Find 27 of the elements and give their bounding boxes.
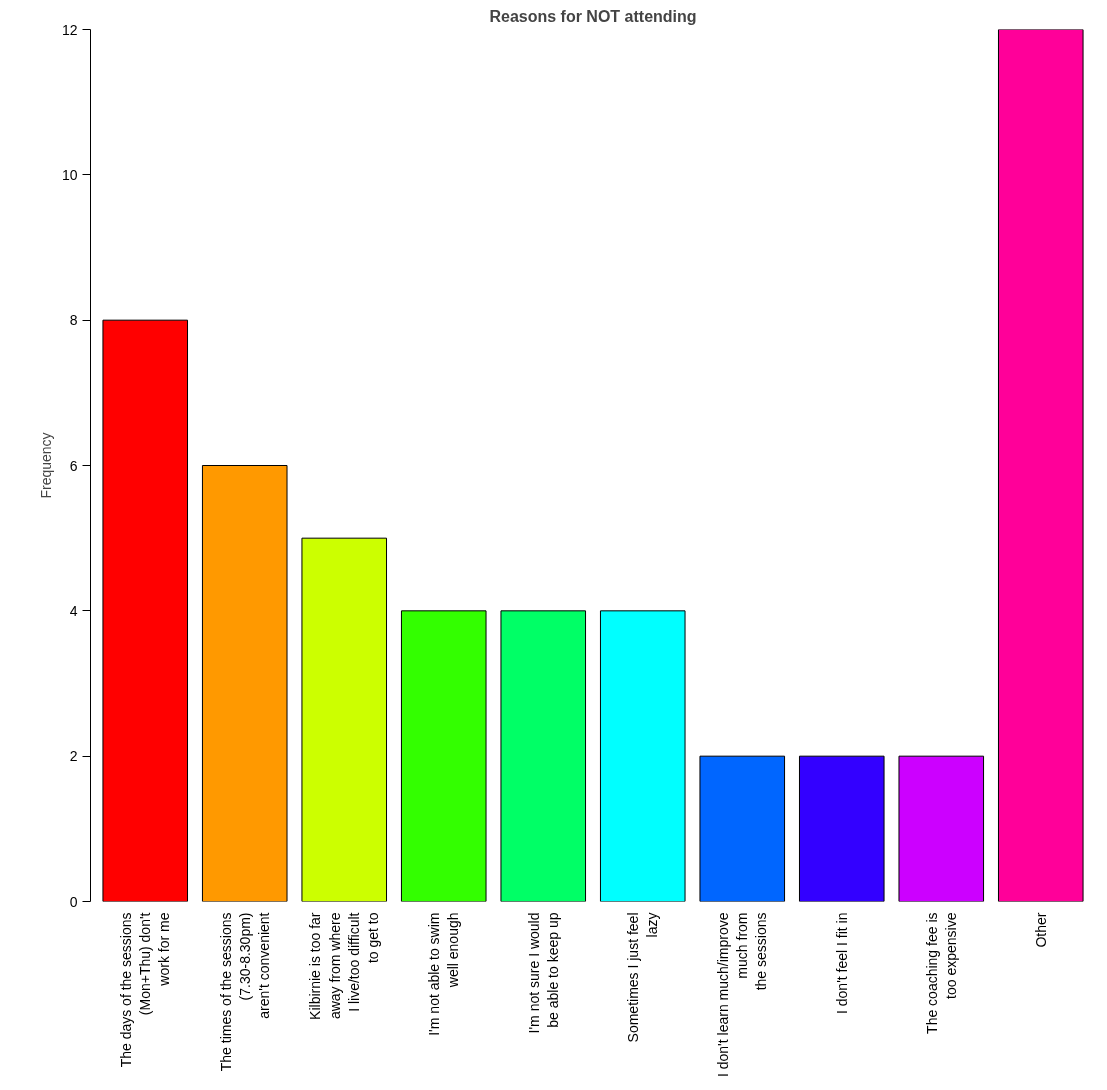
x-tick-label: The coaching fee is too expensive	[923, 912, 959, 1034]
bar	[301, 537, 388, 902]
bar	[500, 610, 587, 902]
bar	[599, 610, 686, 902]
y-tick-label: 6	[69, 457, 78, 474]
bar	[400, 610, 487, 902]
x-tick-label: The times of the sessions (7.30-8.30pm) aren't convenient	[217, 912, 272, 1072]
bar	[798, 755, 885, 902]
x-tick-label: Other	[1032, 912, 1049, 948]
x-tick-label: Sometimes I just feel lazy	[625, 912, 661, 1043]
y-axis-title: Frequency	[37, 432, 54, 499]
y-tick-label: 10	[61, 166, 78, 183]
y-tick-label: 2	[69, 748, 78, 765]
x-tick-label: I don't feel I fit in	[833, 912, 850, 1015]
y-tick-label: 8	[69, 312, 78, 329]
bar	[699, 755, 786, 902]
chart-title: Reasons for NOT attending	[489, 7, 697, 25]
x-tick-label: The days of the sessions (Mon+Thu) don't work for me	[118, 912, 173, 1068]
bar	[102, 319, 189, 902]
y-tick-label: 12	[61, 21, 78, 38]
y-tick-label: 0	[69, 893, 78, 910]
x-tick-label: I'm not able to swim well enough	[426, 912, 462, 1036]
y-tick-label: 4	[69, 602, 78, 619]
bar	[898, 755, 985, 902]
x-tick-label: Kilbirnie is too far away from where I live/too difficult to get to	[307, 912, 382, 1020]
bar	[201, 465, 288, 902]
bar	[997, 29, 1084, 902]
